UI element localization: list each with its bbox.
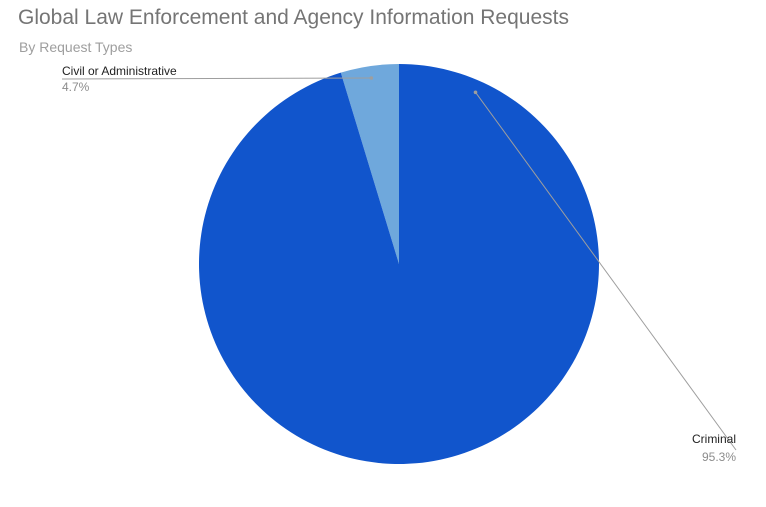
slice-label-percent: 95.3% bbox=[702, 450, 736, 464]
chart-title: Global Law Enforcement and Agency Inform… bbox=[18, 6, 569, 29]
slice-label-name: Criminal bbox=[692, 432, 736, 446]
slice-label-percent: 4.7% bbox=[62, 80, 90, 94]
pie-slice-civil-or-administrative bbox=[340, 64, 399, 264]
leader-dot bbox=[473, 90, 478, 95]
leader-line bbox=[61, 77, 372, 80]
pie-slice-criminal bbox=[199, 63, 599, 465]
chart-subtitle: By Request Types bbox=[19, 39, 133, 55]
leader-line bbox=[475, 91, 737, 451]
leader-dot bbox=[369, 76, 374, 80]
slice-label-name: Civil or Administrative bbox=[62, 64, 177, 78]
